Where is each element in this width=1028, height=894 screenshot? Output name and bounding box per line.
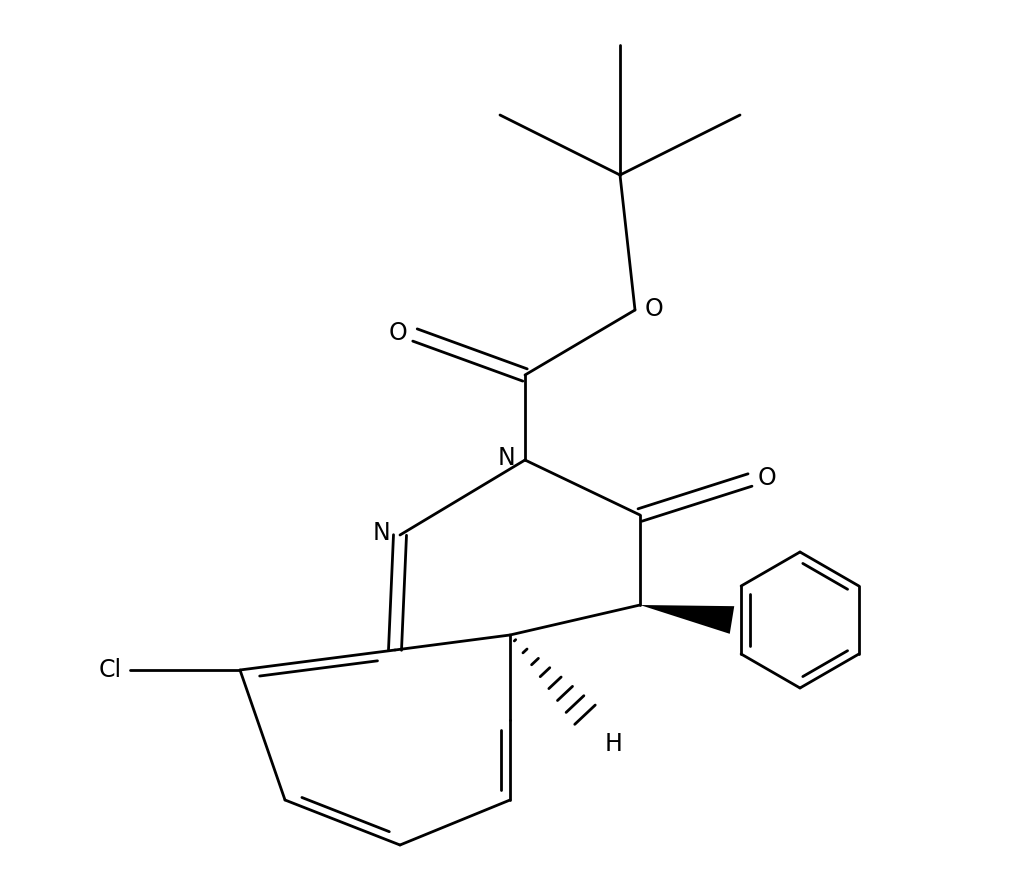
Text: H: H (605, 732, 623, 756)
Text: O: O (758, 466, 777, 490)
Polygon shape (640, 605, 734, 634)
Text: N: N (372, 521, 390, 545)
Text: O: O (645, 297, 664, 321)
Text: Cl: Cl (99, 658, 122, 682)
Text: O: O (389, 321, 407, 345)
Text: N: N (498, 446, 515, 470)
